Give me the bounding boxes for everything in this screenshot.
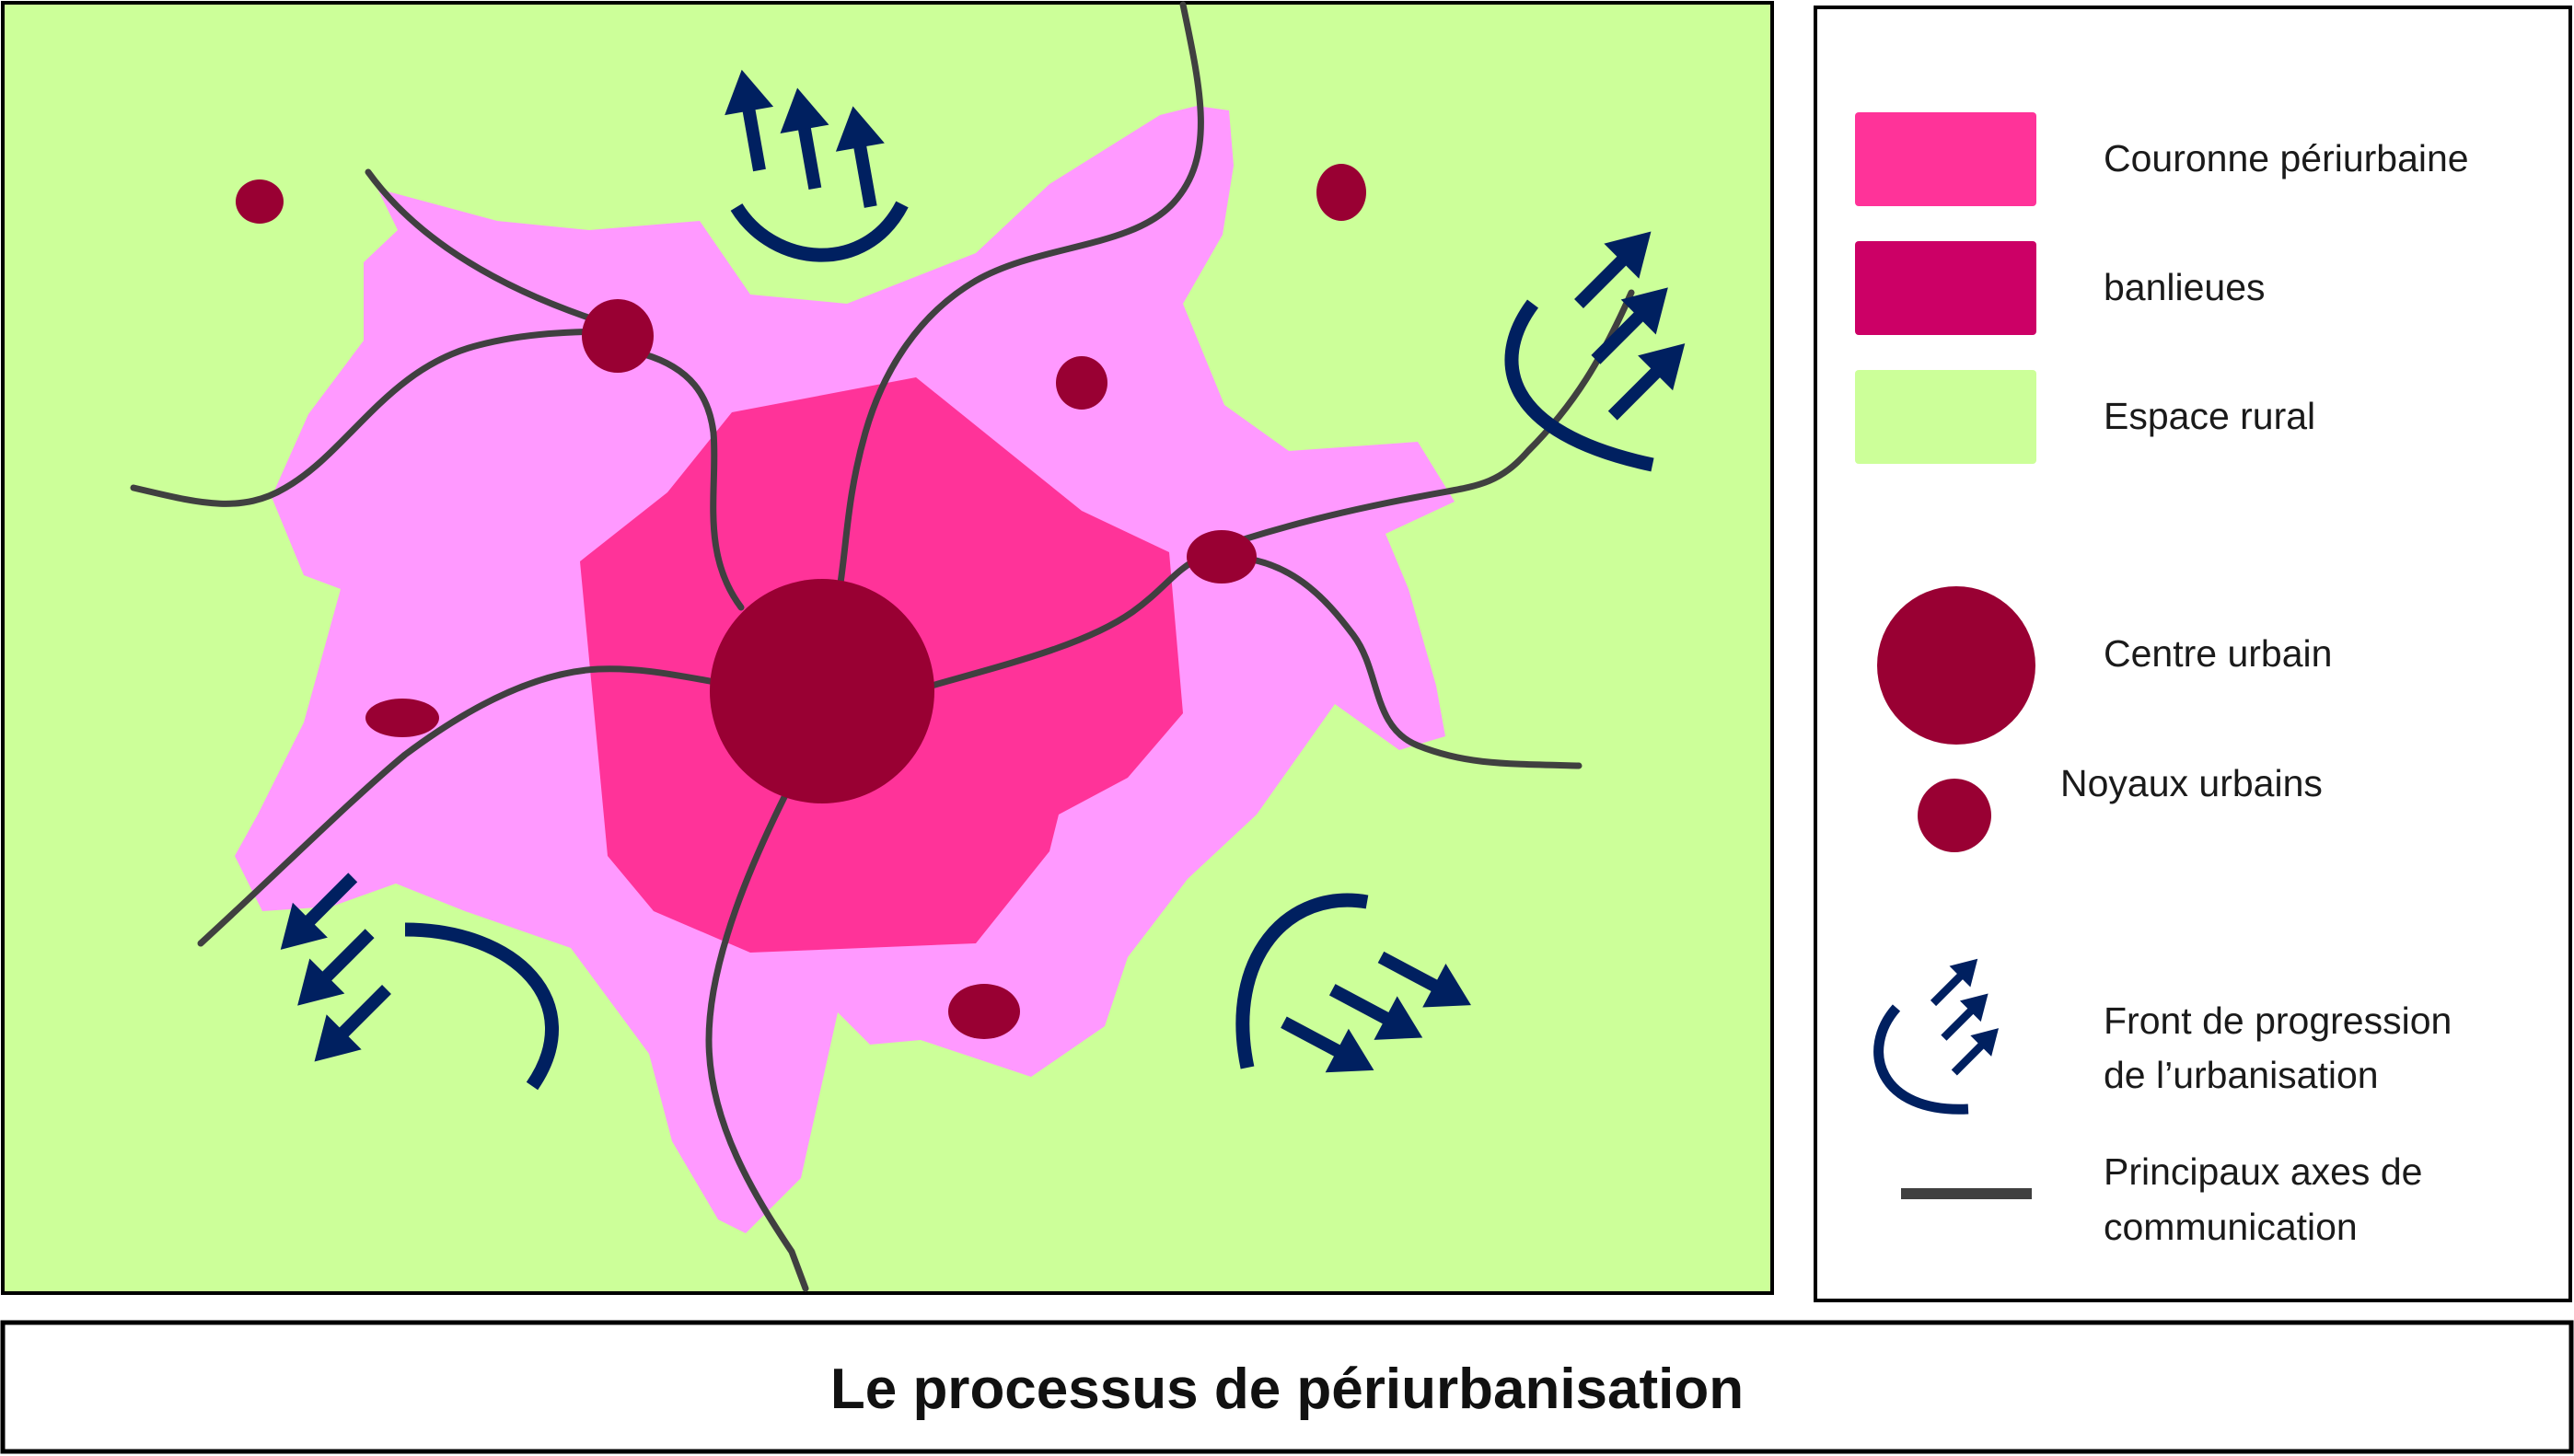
road-north-west: [365, 168, 611, 328]
front-north: [718, 49, 909, 262]
urban-nucleus: [1056, 356, 1107, 410]
legend-label-front-line1: Front de progression: [2104, 1000, 2452, 1042]
urbanisation-fronts: [226, 49, 1741, 1117]
legend-label-roads-line2: communication: [2104, 1206, 2358, 1248]
front-south-east: [1235, 893, 1481, 1116]
legend-label-front-line2: de l’urbanisation: [2104, 1054, 2379, 1096]
legend-swatch-rural: [1855, 370, 2036, 464]
legend-label-nuclei: Noyaux urbains: [2060, 762, 2323, 804]
legend-symbol-center: [1877, 586, 2035, 745]
urban-nucleus: [236, 179, 284, 224]
legend-label-suburbs: banlieues: [2104, 266, 2266, 308]
diagram-title: Le processus de périurbanisation: [830, 1358, 1744, 1421]
road-west: [130, 328, 622, 507]
front-south-west: [226, 861, 559, 1091]
urban-nucleus: [1187, 530, 1257, 584]
legend-item-front: Front de progression de l’urbanisation: [1873, 948, 2452, 1115]
legend-item-nuclei: Noyaux urbains: [1918, 762, 2323, 852]
road-south: [705, 788, 809, 1292]
urban-nucleus: [948, 984, 1020, 1039]
road-center-ne: [928, 553, 1205, 689]
front-north-east: [1504, 215, 1740, 472]
legend-item-roads: Principaux axes de communication: [1901, 1150, 2422, 1248]
urban-nucleus: [582, 299, 654, 373]
road-north-east: [1221, 553, 1583, 769]
legend-symbol-front: [1873, 948, 2034, 1115]
communication-axes: [130, 1, 1635, 1292]
legend-label-roads-line1: Principaux axes de: [2104, 1150, 2422, 1193]
title-frame: [0, 1320, 2574, 1454]
urban-nuclei: [236, 164, 1366, 1039]
legend-item-suburbs: banlieues: [1855, 241, 2266, 335]
legend-item-rural: Espace rural: [1855, 370, 2315, 464]
map: [1, 1, 1774, 1295]
urban-nucleus: [365, 699, 439, 737]
road-center-nw: [641, 351, 745, 611]
legend-swatch-suburbs: [1855, 241, 2036, 335]
urban-nucleus: [1316, 164, 1366, 221]
legend-label-rural: Espace rural: [2104, 395, 2315, 437]
road-north: [836, 1, 1204, 593]
legend-swatch-periurban: [1855, 112, 2036, 206]
legend-label-periurban: Couronne périurbaine: [2104, 137, 2469, 179]
legend: Couronne périurbaine banlieues Espace ru…: [1814, 6, 2572, 1302]
title-bar: Le processus de périurbanisation: [0, 1320, 2574, 1454]
road-south-west: [197, 665, 740, 947]
legend-symbol-nuclei: [1918, 779, 1991, 852]
legend-label-center: Centre urbain: [2104, 632, 2332, 675]
legend-item-periurban: Couronne périurbaine: [1855, 112, 2469, 206]
legend-item-center: Centre urbain: [1877, 586, 2332, 745]
road-east: [1207, 289, 1635, 554]
urban-center: [710, 579, 934, 803]
